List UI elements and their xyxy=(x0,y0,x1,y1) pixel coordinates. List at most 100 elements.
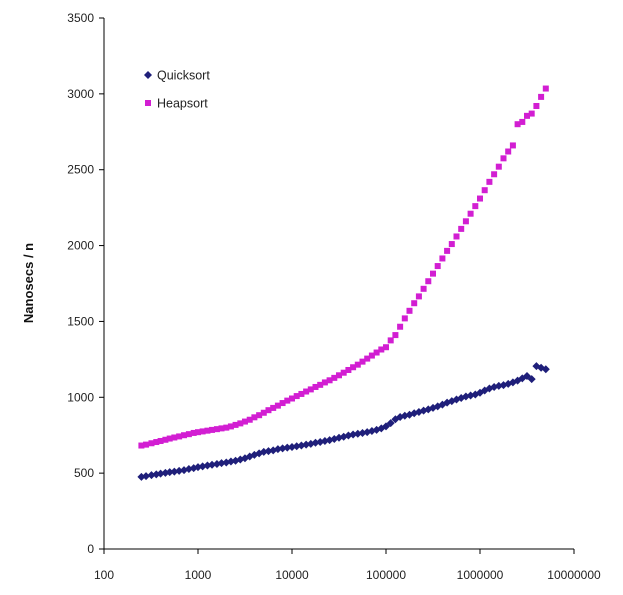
heapsort-point xyxy=(434,263,441,270)
heapsort-point xyxy=(190,429,197,436)
y-tick-label: 2000 xyxy=(67,239,94,253)
heapsort-point xyxy=(505,148,512,155)
heapsort-point xyxy=(528,110,535,117)
heapsort-point xyxy=(171,434,178,441)
heapsort-point xyxy=(495,163,502,170)
heapsort-point xyxy=(227,423,234,430)
y-tick-label: 1500 xyxy=(67,314,94,328)
heapsort-point xyxy=(331,374,338,381)
x-tick-label: 1000 xyxy=(185,568,212,582)
heapsort-point xyxy=(364,355,371,362)
axes xyxy=(103,18,574,550)
heapsort-point xyxy=(533,102,540,109)
quicksort-point xyxy=(142,472,151,481)
heapsort-point xyxy=(284,397,291,404)
heapsort-point xyxy=(509,142,516,149)
heapsort-point xyxy=(462,218,469,225)
quicksort-point xyxy=(217,459,226,468)
quicksort-point xyxy=(386,419,395,428)
heapsort-point xyxy=(326,377,333,384)
heapsort-point xyxy=(279,400,286,407)
x-tick-label: 100000 xyxy=(366,568,406,582)
heapsort-point xyxy=(387,337,394,344)
heapsort-point xyxy=(444,247,451,254)
quicksort-point xyxy=(156,469,165,478)
heapsort-point xyxy=(378,346,385,353)
series-quicksort xyxy=(137,362,550,481)
heapsort-point xyxy=(420,285,427,292)
heapsort-point xyxy=(223,424,230,431)
x-ticks: 100 1000 10000 100000 1000000 10000000 xyxy=(94,549,601,582)
legend-label: Quicksort xyxy=(157,69,210,83)
heapsort-point xyxy=(143,441,150,448)
heapsort-point xyxy=(293,393,300,400)
series-heapsort xyxy=(138,85,549,449)
heapsort-point xyxy=(514,121,521,128)
y-tick-label: 500 xyxy=(74,466,94,480)
heapsort-point xyxy=(345,366,352,373)
quicksort-point xyxy=(541,365,550,374)
heapsort-point xyxy=(270,404,277,411)
heapsort-point xyxy=(397,323,404,330)
heapsort-point xyxy=(162,436,169,443)
heapsort-point xyxy=(153,439,160,446)
heapsort-point xyxy=(477,195,483,202)
x-tick-label: 100 xyxy=(94,568,114,582)
heapsort-point xyxy=(195,429,201,436)
heapsort-point xyxy=(542,85,549,92)
heapsort-point xyxy=(157,437,164,444)
heapsort-point xyxy=(392,332,399,339)
heapsort-point xyxy=(260,409,267,416)
series-layer xyxy=(137,85,550,481)
heapsort-point xyxy=(185,431,192,438)
x-tick-label: 1000000 xyxy=(457,568,504,582)
legend-marker xyxy=(144,71,152,79)
heapsort-point xyxy=(148,440,155,447)
y-tick-label: 1000 xyxy=(67,390,94,404)
y-tick-label: 3000 xyxy=(67,87,94,101)
heapsort-point xyxy=(429,270,436,277)
heapsort-point xyxy=(439,255,446,262)
y-tick-label: 3500 xyxy=(67,11,94,25)
quicksort-point xyxy=(170,467,179,476)
heapsort-point xyxy=(519,118,526,125)
heapsort-point xyxy=(274,402,281,409)
heapsort-point xyxy=(481,187,488,194)
legend-label: Heapsort xyxy=(157,97,208,111)
heapsort-point xyxy=(138,442,145,449)
quicksort-point xyxy=(208,460,217,469)
heapsort-point xyxy=(289,395,295,402)
heapsort-point xyxy=(166,435,173,442)
quicksort-point xyxy=(527,375,536,384)
heapsort-point xyxy=(472,203,479,210)
quicksort-point xyxy=(165,468,174,477)
heapsort-point xyxy=(199,428,206,435)
quicksort-point xyxy=(175,466,184,475)
legend-item-quicksort: Quicksort xyxy=(144,69,210,83)
heapsort-point xyxy=(467,210,474,217)
legend-marker xyxy=(145,100,151,106)
heapsort-point xyxy=(500,155,507,162)
heapsort-point xyxy=(218,425,225,432)
heapsort-point xyxy=(213,426,220,433)
heapsort-point xyxy=(383,344,389,351)
heapsort-point xyxy=(368,352,375,359)
quicksort-point xyxy=(198,462,207,471)
heapsort-point xyxy=(256,412,263,419)
heapsort-point xyxy=(335,372,342,379)
heapsort-point xyxy=(486,178,493,185)
heapsort-point xyxy=(204,427,211,434)
heapsort-point xyxy=(246,416,253,423)
heapsort-point xyxy=(538,93,545,100)
heapsort-point xyxy=(458,225,465,232)
heapsort-point xyxy=(251,414,258,421)
heapsort-point xyxy=(406,307,413,314)
heapsort-point xyxy=(354,361,361,368)
heapsort-point xyxy=(312,383,319,390)
heapsort-point xyxy=(491,171,498,178)
heapsort-point xyxy=(303,388,310,395)
heapsort-point xyxy=(523,112,530,119)
heapsort-point xyxy=(237,420,244,427)
quicksort-point xyxy=(382,422,390,431)
heapsort-point xyxy=(321,379,328,386)
